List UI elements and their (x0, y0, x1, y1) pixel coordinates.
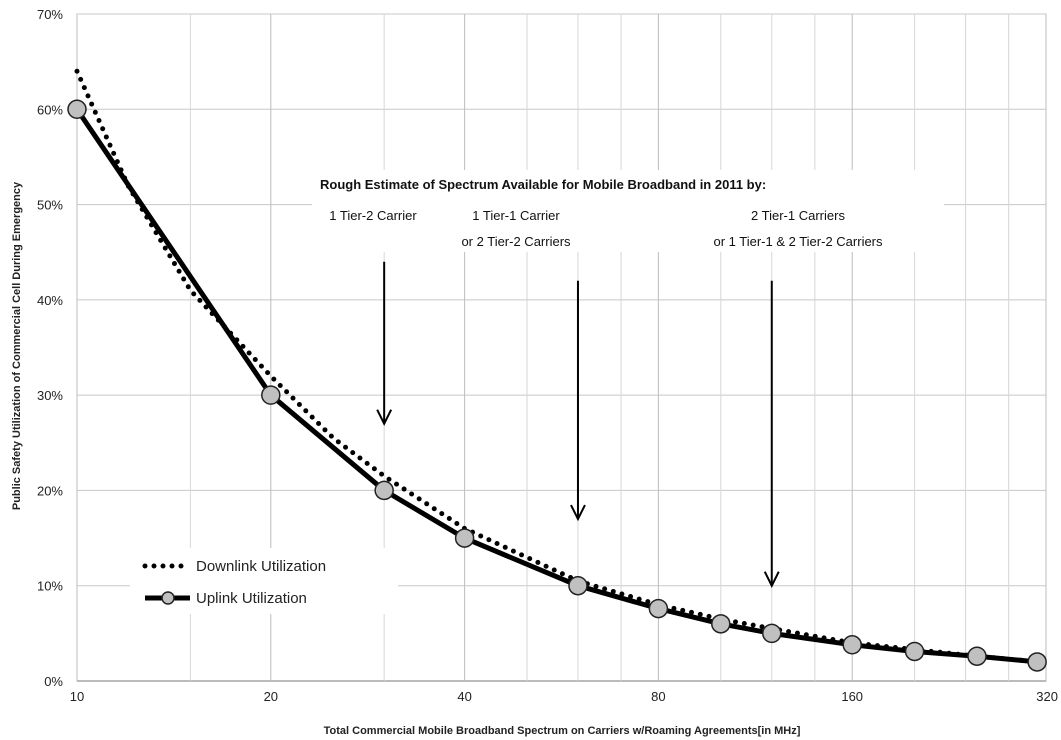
x-axis-title: Total Commercial Mobile Broadband Spectr… (324, 725, 801, 737)
annotation-arrowhead (763, 571, 780, 588)
y-tick-label: 50% (37, 198, 63, 213)
legend-background (130, 548, 398, 614)
annotation: Rough Estimate of Spectrum Available for… (312, 170, 944, 588)
series-line-uplink (74, 107, 1038, 665)
series (67, 68, 1049, 672)
y-tick-label: 40% (37, 293, 63, 308)
uplink-point (842, 635, 862, 655)
y-tick-label: 30% (37, 388, 63, 403)
annotation-label: 1 Tier-2 Carrier (329, 208, 417, 223)
uplink-point (762, 623, 782, 644)
uplink-point (454, 528, 475, 548)
x-tick-label: 80 (651, 689, 665, 704)
y-tick-label: 10% (37, 579, 63, 594)
legend-marker-uplink (161, 591, 175, 605)
annotation-label: or 1 Tier-1 & 2 Tier-2 Carriers (713, 234, 883, 249)
x-tick-label: 20 (264, 689, 278, 704)
uplink-point (648, 598, 669, 619)
y-tick-label: 0% (44, 674, 63, 689)
annotation-label: 1 Tier-1 Carrier (472, 208, 560, 223)
x-tick-label: 320 (1036, 689, 1058, 704)
uplink-point (568, 575, 588, 596)
annotation-background (312, 170, 944, 252)
uplink-point (967, 646, 987, 666)
y-axis-ticks: 0% 10% 20% 30% 40% 50% 60% 70% (37, 7, 63, 689)
legend-label-downlink: Downlink Utilization (196, 558, 326, 575)
x-axis-ticks: 10 20 40 80 160 320 (70, 689, 1058, 704)
uplink-point (904, 641, 925, 662)
legend-label-uplink: Uplink Utilization (196, 590, 307, 607)
legend: Downlink Utilization Uplink Utilization (130, 548, 398, 614)
annotation-label: or 2 Tier-2 Carriers (461, 234, 571, 249)
y-tick-label: 70% (37, 7, 63, 22)
annotation-label: 2 Tier-1 Carriers (751, 208, 845, 223)
annotation-title: Rough Estimate of Spectrum Available for… (320, 177, 766, 192)
uplink-point (67, 99, 87, 120)
uplink-point (1027, 652, 1047, 672)
x-tick-label: 40 (457, 689, 471, 704)
y-tick-label: 60% (37, 102, 63, 117)
y-tick-label: 20% (37, 483, 63, 498)
x-tick-label: 10 (70, 689, 84, 704)
uplink-point (711, 614, 731, 634)
uplink-point (261, 385, 281, 405)
y-axis-title: Public Safety Utilization of Commercial … (11, 181, 23, 510)
annotation-arrowhead (376, 409, 393, 426)
annotation-arrowhead (570, 504, 586, 522)
x-tick-label: 160 (841, 689, 863, 704)
uplink-point (374, 480, 394, 501)
